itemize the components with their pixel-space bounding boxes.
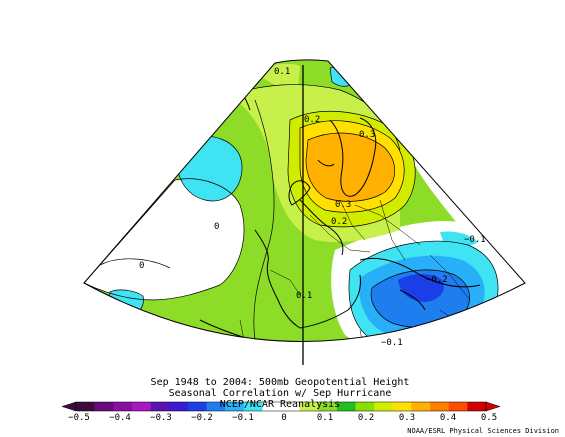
border-6: [429, 254, 471, 301]
border-5: [269, 269, 301, 296]
colorbar-swatch: [206, 402, 226, 411]
coast-black-sea: [359, 257, 481, 288]
colorbar-swatch: [318, 402, 338, 411]
colorbar-swatch: [299, 402, 319, 411]
contour-cyan-northwest: [177, 135, 243, 202]
colorbar-swatch: [150, 402, 170, 411]
title-line-2: Seasonal Correlation w/ Sep Hurricane: [168, 388, 392, 399]
field-orange: [306, 133, 395, 202]
contour-label: 0: [139, 261, 144, 271]
colorbar-tick-label: −0.1: [232, 413, 254, 423]
contour-label: 0.2: [331, 217, 347, 227]
colorbar-swatch: [448, 402, 468, 411]
coast-mediterranean: [299, 274, 361, 329]
colorbar-swatch: [169, 402, 189, 411]
map-sector-outline: [83, 59, 526, 342]
colorbar-tick-label: 0.2: [358, 413, 374, 423]
contour-label: 0: [214, 222, 219, 232]
colorbar-tick-label: 0.1: [317, 413, 333, 423]
contour-label: 0.3: [335, 200, 351, 210]
colorbar-swatch: [355, 402, 375, 411]
figure-title: Sep 1948 to 2004: 500mb Geopotential Hei…: [150, 377, 410, 410]
colorbar-swatch: [281, 402, 300, 411]
colorbar-tick-label: 0.4: [440, 413, 456, 423]
field-white-west: [84, 178, 244, 300]
border-9: [359, 329, 366, 342]
colorbar-tick-label: −0.2: [191, 413, 213, 423]
contour-label: 0.3: [359, 130, 375, 140]
colorbar-arrow-left: [61, 401, 77, 412]
field-cyan-east-north: [440, 231, 478, 247]
colorbar-swatch: [243, 402, 263, 411]
contour-label: −0.1: [464, 235, 486, 245]
colorbar-swatch: [392, 402, 412, 411]
title-line-1: Sep 1948 to 2004: 500mb Geopotential Hei…: [150, 377, 410, 388]
colorbar-tick-label: −0.3: [150, 413, 172, 423]
colorbar-swatch: [113, 402, 133, 411]
colorbar-swatch: [411, 402, 431, 411]
border-1: [309, 214, 371, 253]
border-3: [354, 204, 421, 246]
colorbar-tick-label: 0.3: [399, 413, 415, 423]
contour-zero-southwest: [99, 258, 171, 269]
colorbar-swatch: [430, 402, 450, 411]
contour-labels: 0.1 0.2 0.3 0.3 0.2 0 0 0.1 −0.1 −0.2 −0…: [139, 67, 486, 348]
colorbar-swatch: [467, 402, 487, 411]
coast-iberia: [254, 229, 301, 329]
colorbar-tick-label: 0.5: [481, 413, 497, 423]
coast-denmark: [317, 159, 335, 167]
colorbar-swatch: [374, 402, 394, 411]
border-4: [379, 199, 406, 261]
contour-0.1-atlantic: [253, 99, 275, 341]
colorbar-swatch: [94, 402, 114, 411]
coast-africa: [199, 319, 281, 342]
credit-text: NOAA/ESRL Physical Sciences Division: [407, 427, 559, 435]
colorbar-swatch: [262, 402, 282, 411]
coast-caspian: [399, 289, 426, 311]
colorbar-swatch: [131, 402, 151, 411]
contour-label: 0.1: [296, 291, 312, 301]
title-line-3: NCEP/NCAR Reanalysis: [219, 399, 341, 410]
colorbar-border: [75, 401, 487, 412]
colorbar-tick-label: 0: [281, 413, 286, 423]
colorbar-tick-label: −0.5: [68, 413, 90, 423]
coast-france-italy: [299, 199, 344, 256]
colorbar-tick-label: −0.4: [109, 413, 131, 423]
correlation-field: [84, 59, 525, 342]
border-2: [339, 199, 366, 241]
contour-label: −0.2: [426, 275, 448, 285]
coast-scandinavia: [329, 117, 377, 197]
colorbar-swatch: [76, 402, 95, 411]
contour-0.3: [305, 132, 396, 202]
contour-zero-west: [84, 178, 245, 301]
colorbar-swatch: [336, 402, 356, 411]
contour-label: −0.1: [381, 338, 403, 348]
colorbar: −0.5 −0.4 −0.3 −0.2 −0.1 0 0.1 0.2 0.3 0.4 0.5: [61, 401, 501, 423]
colorbar-swatch: [187, 402, 207, 411]
contour-label: 0.2: [304, 115, 320, 125]
colorbar-arrow-right: [485, 401, 501, 412]
contour-0.2: [287, 110, 416, 228]
contour-label: 0.1: [274, 67, 290, 77]
contour-0.25: [299, 120, 405, 213]
colorbar-swatch: [225, 402, 245, 411]
